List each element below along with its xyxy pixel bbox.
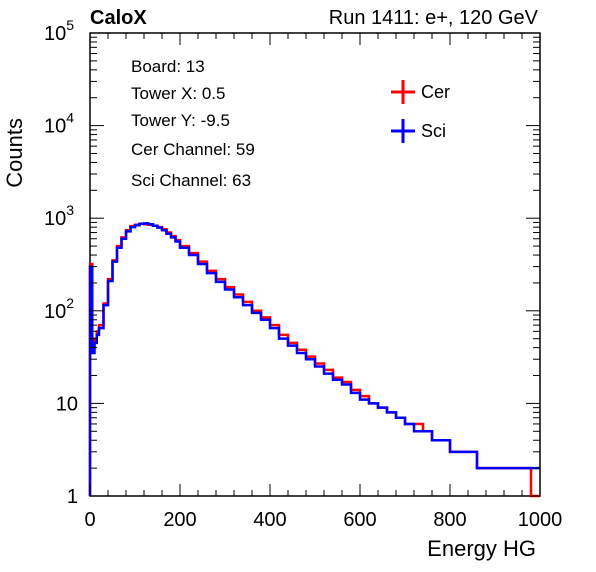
legend-sci-marker	[391, 119, 415, 143]
y-tick-label: 102	[44, 295, 74, 323]
series-layer	[88, 222, 540, 498]
legend: Cer Sci	[391, 80, 450, 143]
x-tick-label: 600	[343, 509, 376, 531]
y-tick-label: 10	[56, 393, 78, 415]
x-tick-label: 200	[163, 509, 196, 531]
legend-cer-marker	[391, 80, 415, 104]
y-tick-label: 104	[44, 110, 74, 138]
x-axis-label: Energy HG	[427, 536, 536, 561]
y-tick-label: 103	[44, 202, 74, 230]
info-line-tower-y: Tower Y: -9.5	[131, 111, 230, 130]
info-line-board: Board: 13	[131, 57, 205, 76]
info-line-cer-channel: Cer Channel: 59	[131, 140, 255, 159]
y-axis-label: Counts	[2, 118, 27, 188]
info-line-sci-channel: Sci Channel: 63	[131, 171, 251, 190]
y-tick-label: 1	[67, 486, 78, 508]
y-tick-label: 105	[44, 17, 74, 45]
series-sci-line	[88, 222, 540, 496]
legend-cer-label: Cer	[421, 82, 450, 102]
x-tick-label: 400	[253, 509, 286, 531]
run-label: Run 1411: e+, 120 GeV	[329, 7, 539, 29]
axis-layer: 0 200 400 600 800 1000 1 10 102 103 104 105	[44, 17, 562, 531]
experiment-label: CaloX	[90, 7, 147, 29]
legend-sci-label: Sci	[421, 121, 446, 141]
info-box: Board: 13 Tower X: 0.5 Tower Y: -9.5 Cer…	[131, 57, 255, 190]
x-tick-label: 0	[84, 509, 95, 531]
x-tick-label: 1000	[518, 509, 563, 531]
info-line-tower-x: Tower X: 0.5	[131, 84, 226, 103]
x-tick-label: 800	[433, 509, 466, 531]
